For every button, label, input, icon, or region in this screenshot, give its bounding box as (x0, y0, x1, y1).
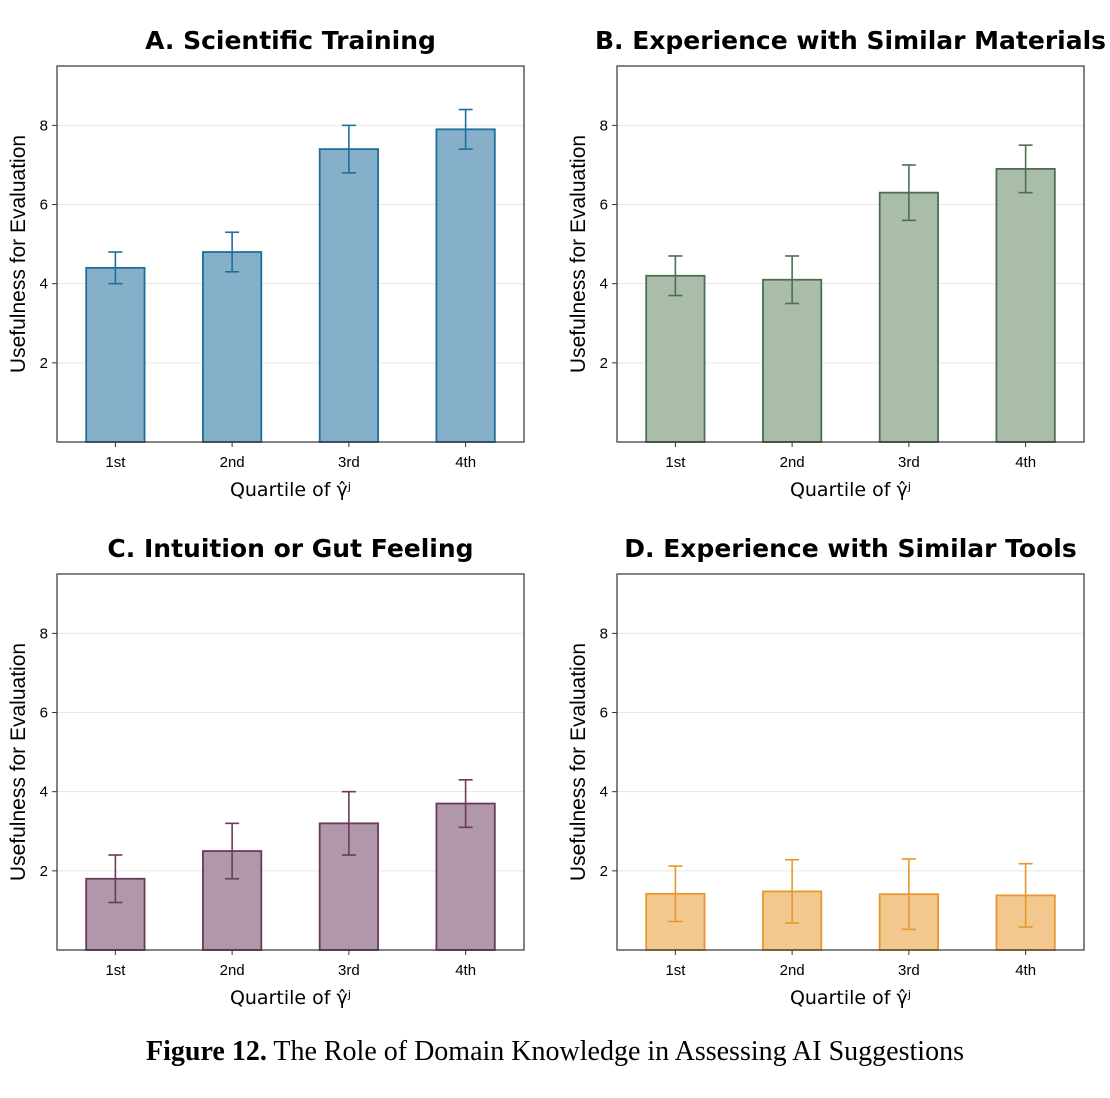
y-tick-label: 2 (40, 863, 48, 880)
y-tick-label: 8 (600, 117, 608, 134)
chart-title: C. Intuition or Gut Feeling (107, 534, 473, 563)
x-tick-label: 1st (105, 962, 126, 979)
x-tick-label: 4th (455, 962, 476, 979)
x-tick-label: 2nd (220, 962, 245, 979)
caption-label: Figure 12. (146, 1036, 267, 1067)
y-tick-label: 6 (40, 705, 48, 722)
x-axis-label: Quartile of γ̂ʲ (790, 987, 911, 1009)
y-tick-label: 2 (600, 863, 608, 880)
y-tick-label: 8 (600, 625, 608, 642)
chart-panel-2: 1st 2nd 3rd 4th 2 4 6 8 B. Experience with Simil… (567, 26, 1106, 501)
chart-title: A. Scientific Training (145, 26, 436, 55)
y-tick-label: 4 (40, 784, 48, 801)
chart-title: B. Experience with Similar Materials (595, 26, 1106, 55)
x-tick-label: 3rd (898, 454, 920, 471)
y-tick-label: 4 (600, 276, 608, 293)
bar (878, 191, 939, 443)
x-tick-label: 1st (105, 454, 126, 471)
plot-frame (56, 65, 525, 443)
x-tick-label: 3rd (338, 454, 360, 471)
y-tick-label: 2 (40, 355, 48, 372)
x-tick-label: 4th (455, 454, 476, 471)
bar (435, 128, 496, 443)
y-tick-label: 6 (600, 705, 608, 722)
figure-caption: Figure 12. The Role of Domain Knowledge … (0, 1036, 1110, 1068)
chart-panel-4: 1st 2nd 3rd 4th 2 4 6 8 D. Experience with Simil… (567, 534, 1085, 1009)
plot-frame (616, 573, 1085, 951)
bar (645, 274, 706, 443)
y-tick-label: 6 (600, 197, 608, 214)
y-tick-label: 4 (40, 276, 48, 293)
y-tick-label: 6 (40, 197, 48, 214)
y-axis-label: Usefulness for Evaluation (567, 643, 590, 881)
x-tick-label: 1st (665, 962, 686, 979)
bar (762, 278, 823, 443)
bar (202, 251, 263, 443)
y-axis-label: Usefulness for Evaluation (567, 135, 590, 373)
y-tick-label: 8 (40, 625, 48, 642)
caption-text: The Role of Domain Knowledge in Assessin… (273, 1036, 964, 1067)
x-axis-label: Quartile of γ̂ʲ (790, 479, 911, 501)
bar (318, 148, 379, 443)
x-tick-label: 1st (665, 454, 686, 471)
x-tick-label: 3rd (898, 962, 920, 979)
chart-panel-1: 1st 2nd 3rd 4th 2 4 6 8 A. Scientific Training Us… (7, 26, 525, 501)
x-axis-label: Quartile of γ̂ʲ (230, 987, 351, 1009)
y-tick-label: 2 (600, 355, 608, 372)
x-tick-label: 2nd (780, 454, 805, 471)
x-tick-label: 4th (1015, 962, 1036, 979)
plot-frame (56, 573, 525, 951)
y-tick-label: 8 (40, 117, 48, 134)
x-axis-label: Quartile of γ̂ʲ (230, 479, 351, 501)
y-axis-label: Usefulness for Evaluation (7, 135, 30, 373)
x-tick-label: 2nd (780, 962, 805, 979)
plot-frame (616, 65, 1085, 443)
x-tick-label: 3rd (338, 962, 360, 979)
chart-panel-3: 1st 2nd 3rd 4th 2 4 6 8 C. Intuition or Gut Feel… (7, 534, 525, 1009)
y-axis-label: Usefulness for Evaluation (7, 643, 30, 881)
bar (85, 266, 146, 443)
chart-title: D. Experience with Similar Tools (624, 534, 1076, 563)
x-tick-label: 2nd (220, 454, 245, 471)
x-tick-label: 4th (1015, 454, 1036, 471)
y-tick-label: 4 (600, 784, 608, 801)
bar (995, 168, 1056, 443)
